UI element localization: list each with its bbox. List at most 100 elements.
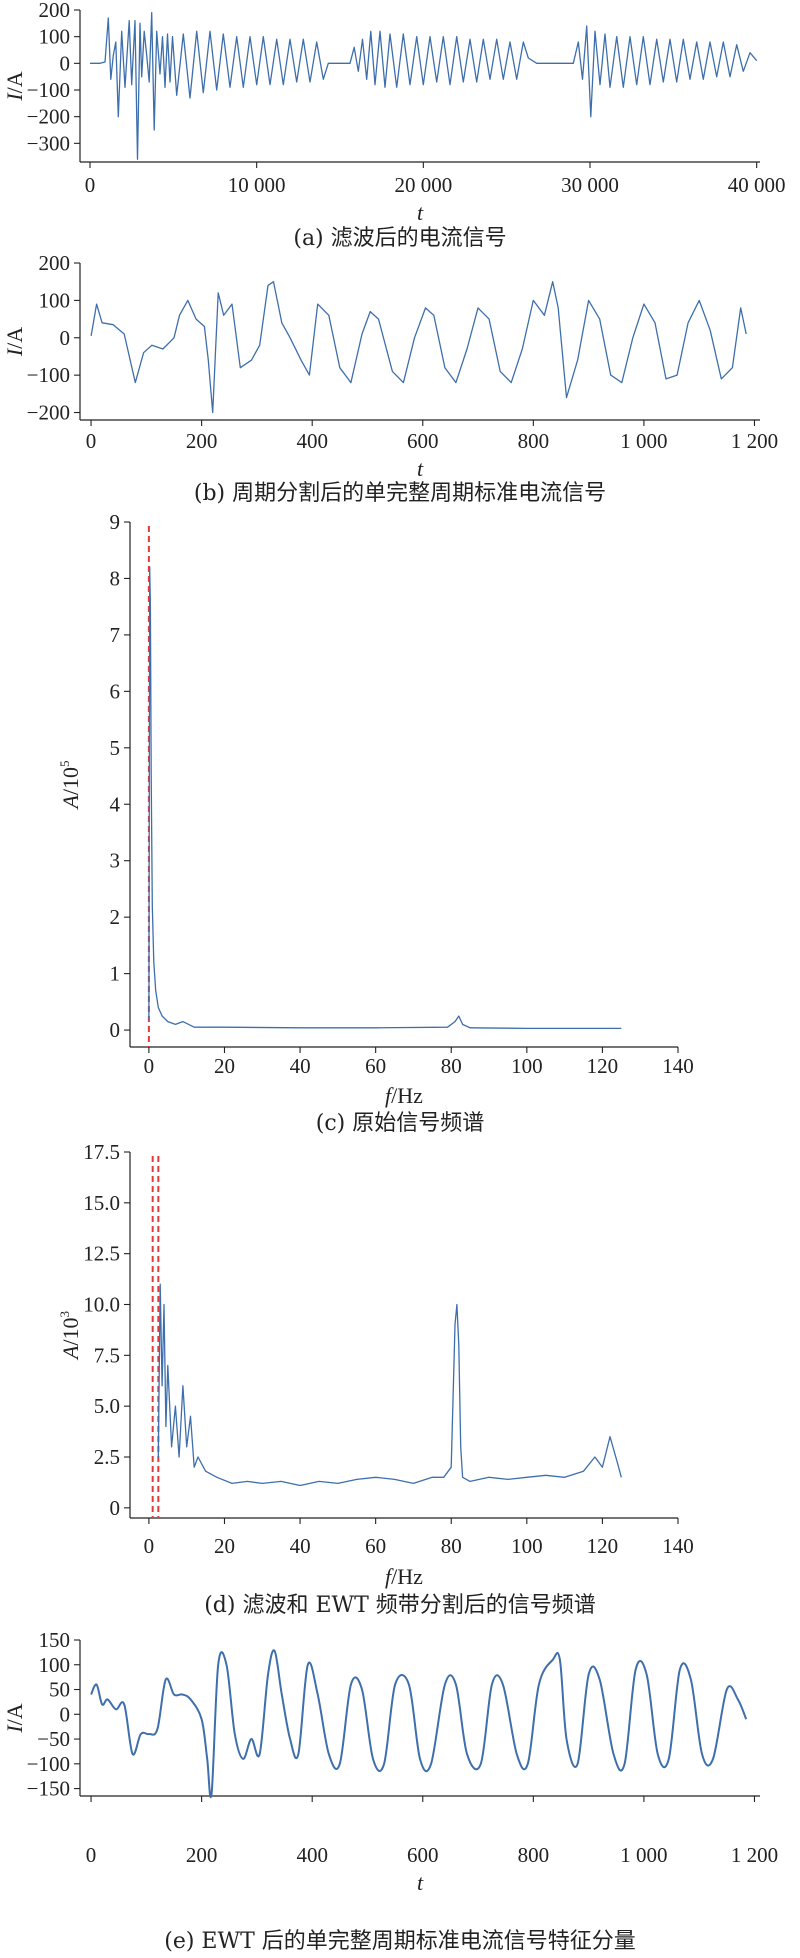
panel-a-x-axis-title: t xyxy=(417,200,424,225)
panel-c-x-tick-label: 140 xyxy=(662,1054,694,1078)
panel-a-x-tick-label: 40 000 xyxy=(728,173,786,197)
panel-b-y-tick-label: 0 xyxy=(60,326,71,350)
panel-b-y-tick-label: −100 xyxy=(27,363,70,387)
panel-b-y-ticks: 200 100 0 −100 −200 xyxy=(27,251,80,425)
panel-d-x-ticks: 0 20 40 60 80 100 120 140 xyxy=(144,1518,694,1558)
panel-e-y-axis-title: I/A xyxy=(2,1703,27,1733)
panel-c-x-tick-label: 100 xyxy=(511,1054,543,1078)
panel-e-y-tick-label: 0 xyxy=(60,1702,71,1726)
panel-d-x-tick-label: 0 xyxy=(144,1534,155,1558)
panel-d-x-tick-label: 20 xyxy=(214,1534,235,1558)
panel-c-x-tick-label: 120 xyxy=(587,1054,619,1078)
panel-a-y-tick-label: −200 xyxy=(27,105,70,129)
panel-c-x-ticks: 0 20 40 60 80 100 120 140 xyxy=(144,1047,694,1078)
panel-c-x-tick-label: 0 xyxy=(144,1054,155,1078)
panel-b-x-tick-label: 0 xyxy=(86,429,97,453)
panel-b-series-line xyxy=(90,281,747,414)
panel-c-y-ticks: 9 8 7 6 5 4 3 2 1 0 xyxy=(110,510,130,1042)
panel-c-x-tick-label: 80 xyxy=(441,1054,462,1078)
panel-a-y-tick-label: 100 xyxy=(39,25,71,49)
panel-c-y-tick-label: 8 xyxy=(110,566,121,590)
panel-d-x-axis-title: f/Hz xyxy=(385,1564,423,1589)
panel-d-x-tick-label: 140 xyxy=(662,1534,694,1558)
panel-e-series-line xyxy=(90,1649,748,1798)
panel-e-y-tick-label: 50 xyxy=(49,1678,70,1702)
panel-a-y-tick-label: 0 xyxy=(60,51,71,75)
panel-d-markers xyxy=(151,1156,160,1518)
panel-e-x-tick-label: 800 xyxy=(518,1843,550,1867)
panel-c-y-tick-label: 5 xyxy=(110,736,121,760)
panel-b-x-tick-label: 800 xyxy=(518,429,550,453)
panel-e-x-tick-label: 1 000 xyxy=(620,1843,667,1867)
panel-b-y-tick-label: −200 xyxy=(27,401,70,425)
panel-c-y-tick-label: 1 xyxy=(110,962,121,986)
panel-c-x-tick-label: 20 xyxy=(214,1054,235,1078)
panel-e-x-tick-label: 600 xyxy=(407,1843,439,1867)
panel-c-y-tick-label: 3 xyxy=(110,849,121,873)
panel-d-x-tick-label: 120 xyxy=(587,1534,619,1558)
panel-c-y-tick-label: 9 xyxy=(110,510,121,534)
panel-a-y-tick-label: −300 xyxy=(27,131,70,155)
panel-b-x-axis-title: t xyxy=(417,456,424,481)
panel-e-y-tick-label: −50 xyxy=(37,1727,70,1751)
panel-d-y-tick-label: 12.5 xyxy=(83,1242,120,1266)
panel-d: 0 20 40 60 80 100 120 140 17.5 15.0 12.5 10.0 7.5 5.… xyxy=(57,1140,694,1618)
panel-e-y-tick-label: 100 xyxy=(39,1653,71,1677)
panel-b-y-tick-label: 100 xyxy=(39,288,71,312)
panel-c-x-axis-title: f/Hz xyxy=(385,1083,423,1108)
panel-a-y-axis-title: I/A xyxy=(2,71,27,101)
panel-b-y-axis-title: I/A xyxy=(2,327,27,357)
panel-b-x-ticks: 0 200 400 600 800 1 000 1 200 xyxy=(86,420,778,453)
panel-d-caption: (d) 滤波和 EWT 频带分割后的信号频谱 xyxy=(204,1593,596,1618)
panel-b-x-tick-label: 200 xyxy=(186,429,218,453)
panel-b-x-tick-label: 1 200 xyxy=(731,429,778,453)
panel-a-y-tick-label: −100 xyxy=(27,78,70,102)
panel-d-x-tick-label: 100 xyxy=(511,1534,543,1558)
panel-e-x-tick-label: 200 xyxy=(186,1843,218,1867)
panel-d-y-tick-label: 2.5 xyxy=(94,1445,120,1469)
panel-a-series-line xyxy=(90,12,758,160)
panel-e-y-tick-label: −100 xyxy=(27,1752,70,1776)
panel-d-y-tick-label: 5.0 xyxy=(94,1394,120,1418)
panel-c-y-tick-label: 6 xyxy=(110,679,121,703)
panel-c-x-tick-label: 60 xyxy=(365,1054,386,1078)
panel-a-x-tick-label: 30 000 xyxy=(561,173,619,197)
panel-c-y-tick-label: 2 xyxy=(110,905,121,929)
panel-d-y-tick-label: 0 xyxy=(110,1496,121,1520)
panel-e-x-tick-label: 0 xyxy=(86,1843,97,1867)
panel-c-y-tick-label: 7 xyxy=(110,623,121,647)
panel-e-x-tick-label: 400 xyxy=(296,1843,328,1867)
panel-c-y-tick-label: 0 xyxy=(110,1018,121,1042)
panel-d-x-tick-label: 60 xyxy=(365,1534,386,1558)
panel-a-x-tick-label: 10 000 xyxy=(228,173,286,197)
panel-e-caption: (e) EWT 后的单完整周期标准电流信号特征分量 xyxy=(164,1929,636,1954)
panel-e-y-tick-label: 150 xyxy=(39,1628,71,1652)
panel-d-series-line xyxy=(157,1283,622,1487)
panel-a-caption: (a) 滤波后的电流信号 xyxy=(293,226,506,251)
panel-e-x-ticks: 0 200 400 600 800 1 000 1 200 xyxy=(86,1796,778,1867)
panel-c-y-axis-title: A/105 xyxy=(57,760,83,810)
panel-d-x-tick-label: 40 xyxy=(290,1534,311,1558)
panel-a-x-tick-label: 0 xyxy=(85,173,96,197)
panel-b-x-tick-label: 400 xyxy=(296,429,328,453)
panel-d-y-tick-label: 10.0 xyxy=(83,1293,120,1317)
panel-e-x-axis-title: t xyxy=(417,1870,424,1895)
panel-c-x-tick-label: 40 xyxy=(290,1054,311,1078)
panel-d-y-ticks: 17.5 15.0 12.5 10.0 7.5 5.0 2.5 0 xyxy=(83,1140,130,1520)
panel-d-x-tick-label: 80 xyxy=(441,1534,462,1558)
panel-c-y-tick-label: 4 xyxy=(110,792,121,816)
panel-a-y-tick-label: 200 xyxy=(39,0,71,22)
panel-d-y-tick-label: 7.5 xyxy=(94,1343,120,1367)
panel-b-x-tick-label: 1 000 xyxy=(620,429,667,453)
panel-c: 0 20 40 60 80 100 120 140 9 8 7 6 5 4 3 2 1 0 A/105 f/Hz… xyxy=(57,510,694,1136)
panel-c-series-line xyxy=(148,566,622,1030)
panel-a-x-tick-label: 20 000 xyxy=(394,173,452,197)
panel-b-caption: (b) 周期分割后的单完整周期标准电流信号 xyxy=(194,481,606,506)
panel-d-y-tick-label: 17.5 xyxy=(83,1140,120,1164)
panel-e-x-tick-label: 1 200 xyxy=(731,1843,778,1867)
panel-c-caption: (c) 原始信号频谱 xyxy=(316,1111,484,1136)
panel-e-y-tick-label: −150 xyxy=(27,1777,70,1801)
